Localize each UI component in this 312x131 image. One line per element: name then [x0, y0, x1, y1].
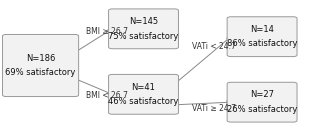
FancyBboxPatch shape	[109, 9, 178, 49]
Text: VATi ≥ 24.7: VATi ≥ 24.7	[192, 104, 236, 113]
Text: 69% satisfactory: 69% satisfactory	[5, 68, 76, 77]
Text: BMI ≥ 26.7: BMI ≥ 26.7	[86, 27, 128, 36]
FancyBboxPatch shape	[2, 34, 79, 97]
Text: N=41: N=41	[132, 83, 155, 92]
Text: N=145: N=145	[129, 17, 158, 26]
Text: 46% satisfactory: 46% satisfactory	[108, 97, 179, 106]
Text: 75% satisfactory: 75% satisfactory	[108, 32, 179, 40]
Text: BMI < 26.7: BMI < 26.7	[86, 91, 128, 100]
Text: N=14: N=14	[250, 25, 274, 34]
Text: VATi < 24.7: VATi < 24.7	[192, 42, 236, 51]
Text: 26% satisfactory: 26% satisfactory	[227, 105, 297, 114]
Text: N=27: N=27	[250, 91, 274, 99]
Text: N=186: N=186	[26, 54, 55, 63]
FancyBboxPatch shape	[109, 74, 178, 114]
Text: 86% satisfactory: 86% satisfactory	[227, 39, 297, 48]
FancyBboxPatch shape	[227, 17, 297, 57]
FancyBboxPatch shape	[227, 82, 297, 122]
